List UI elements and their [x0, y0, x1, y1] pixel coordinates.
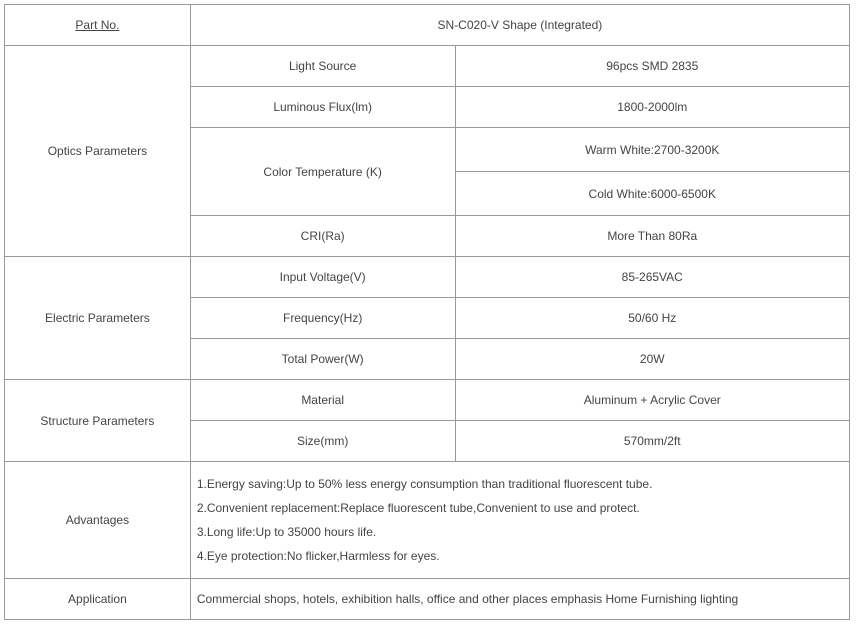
material-value: Aluminum + Acrylic Cover	[455, 380, 849, 421]
luminous-flux-value: 1800-2000lm	[455, 87, 849, 128]
electric-section: Electric Parameters	[5, 257, 191, 380]
advantage-line-4: 4.Eye protection:No flicker,Harmless for…	[197, 544, 841, 568]
advantages-text: 1.Energy saving:Up to 50% less energy co…	[190, 462, 849, 579]
row-light-source: Optics Parameters Light Source 96pcs SMD…	[5, 46, 850, 87]
frequency-value: 50/60 Hz	[455, 298, 849, 339]
cri-label: CRI(Ra)	[190, 216, 455, 257]
material-label: Material	[190, 380, 455, 421]
row-advantages: Advantages 1.Energy saving:Up to 50% les…	[5, 462, 850, 579]
partno-label: Part No.	[5, 5, 191, 46]
input-voltage-value: 85-265VAC	[455, 257, 849, 298]
cri-value: More Than 80Ra	[455, 216, 849, 257]
row-material: Structure Parameters Material Aluminum +…	[5, 380, 850, 421]
luminous-flux-label: Luminous Flux(lm)	[190, 87, 455, 128]
spec-table: Part No. SN-C020-V Shape (Integrated) Op…	[4, 4, 850, 620]
size-value: 570mm/2ft	[455, 421, 849, 462]
partno-value: SN-C020-V Shape (Integrated)	[190, 5, 849, 46]
application-section: Application	[5, 579, 191, 620]
application-text: Commercial shops, hotels, exhibition hal…	[190, 579, 849, 620]
color-temp-label: Color Temperature (K)	[190, 128, 455, 216]
color-temp-warm: Warm White:2700-3200K	[455, 128, 849, 172]
structure-section: Structure Parameters	[5, 380, 191, 462]
frequency-label: Frequency(Hz)	[190, 298, 455, 339]
size-label: Size(mm)	[190, 421, 455, 462]
row-partno: Part No. SN-C020-V Shape (Integrated)	[5, 5, 850, 46]
advantage-line-2: 2.Convenient replacement:Replace fluores…	[197, 496, 841, 520]
total-power-value: 20W	[455, 339, 849, 380]
light-source-value: 96pcs SMD 2835	[455, 46, 849, 87]
total-power-label: Total Power(W)	[190, 339, 455, 380]
row-application: Application Commercial shops, hotels, ex…	[5, 579, 850, 620]
row-input-voltage: Electric Parameters Input Voltage(V) 85-…	[5, 257, 850, 298]
color-temp-cold: Cold White:6000-6500K	[455, 172, 849, 216]
light-source-label: Light Source	[190, 46, 455, 87]
input-voltage-label: Input Voltage(V)	[190, 257, 455, 298]
optics-section: Optics Parameters	[5, 46, 191, 257]
advantage-line-1: 1.Energy saving:Up to 50% less energy co…	[197, 472, 841, 496]
advantage-line-3: 3.Long life:Up to 35000 hours life.	[197, 520, 841, 544]
advantages-section: Advantages	[5, 462, 191, 579]
